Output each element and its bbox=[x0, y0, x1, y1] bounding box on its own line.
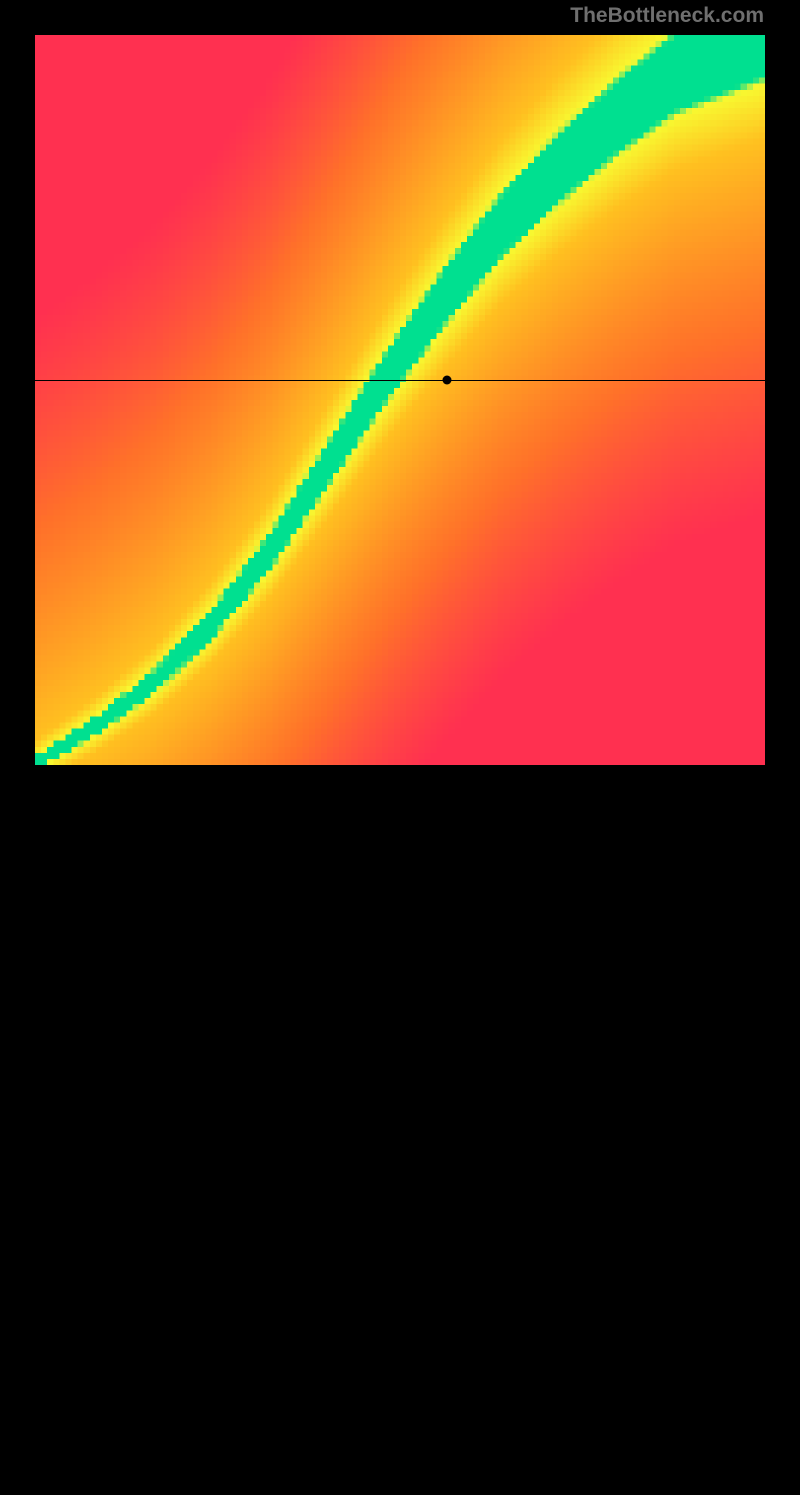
heatmap-chart bbox=[35, 35, 765, 765]
crosshair-horizontal bbox=[35, 380, 765, 381]
crosshair-vertical bbox=[447, 765, 448, 1495]
heatmap-canvas bbox=[35, 35, 765, 765]
crosshair-marker bbox=[443, 376, 452, 385]
watermark-text: TheBottleneck.com bbox=[570, 4, 764, 28]
